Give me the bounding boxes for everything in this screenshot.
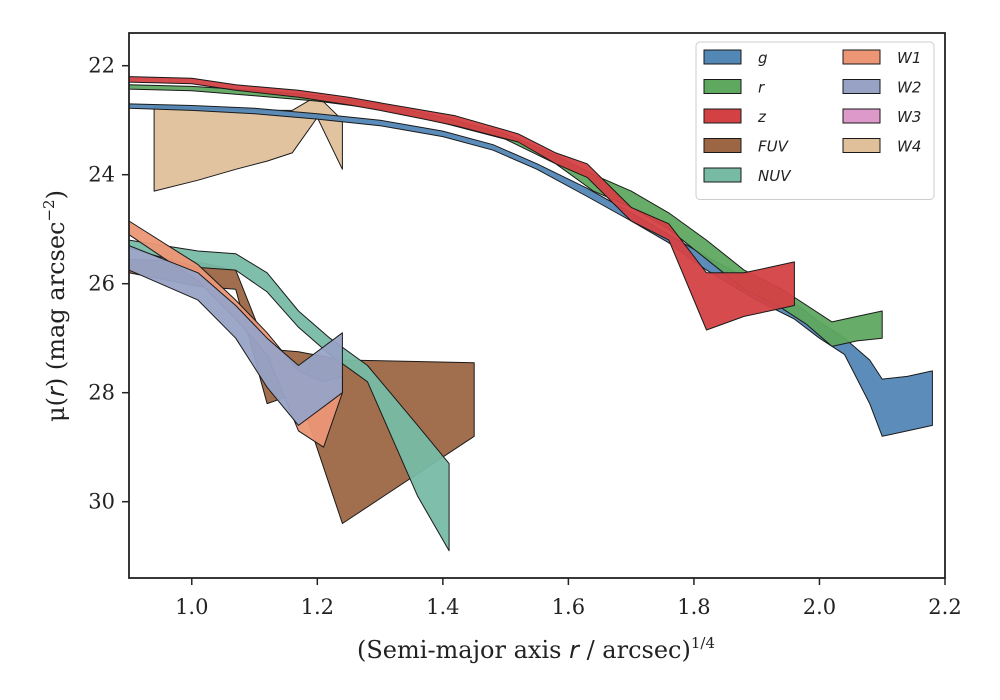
legend-label-r: r	[758, 79, 765, 97]
x-tick-label: 1.6	[552, 595, 585, 619]
x-tick-label: 1.8	[677, 595, 710, 619]
legend-swatch-w1	[842, 49, 881, 65]
legend-label-g: g	[758, 49, 768, 67]
band-z	[128, 76, 795, 331]
legend-label-fuv: FUV	[758, 138, 790, 156]
legend-label-z: z	[757, 108, 767, 126]
legend-label-nuv: NUV	[758, 167, 792, 185]
x-tick-label: 2.0	[803, 595, 836, 619]
legend: grz FUV NUV W1 W2 W3 W4	[695, 41, 935, 200]
legend-label-w3: W3	[897, 108, 921, 126]
band-nuv	[128, 239, 450, 552]
legend-swatch-nuv	[703, 167, 742, 183]
legend-swatch-w2	[842, 79, 881, 94]
x-tick-label: 1.2	[301, 595, 334, 619]
band-g	[128, 103, 933, 437]
x-axis: 1.0 1.2 1.4 1.6 1.8 2.0 2.2	[175, 578, 962, 619]
x-tick-label: 2.2	[928, 595, 961, 619]
legend-swatch-w3	[842, 108, 881, 124]
legend-swatch-fuv	[703, 138, 742, 153]
legend-swatch-r	[703, 79, 742, 94]
legend-label-w1: W1	[897, 49, 921, 67]
legend-swatch-z	[703, 108, 742, 124]
y-tick-label: 24	[88, 163, 115, 187]
y-tick-label: 30	[88, 490, 115, 514]
y-axis-label: μ(r) (mag arcsec−2)	[40, 190, 70, 422]
legend-label-w4: W4	[897, 138, 921, 156]
axes-frame	[128, 32, 946, 579]
y-tick-label: 22	[88, 54, 115, 78]
x-axis-label: (Semi-major axis r / arcsec)1/4	[357, 634, 715, 664]
band-w2	[128, 245, 343, 426]
y-tick-label: 26	[88, 272, 115, 296]
plot-area	[128, 76, 933, 552]
x-tick-label: 1.4	[426, 595, 459, 619]
legend-label-w2: W2	[897, 79, 921, 97]
legend-swatch-g	[703, 49, 742, 65]
y-axis: 22 24 26 28 30	[88, 54, 129, 514]
x-tick-label: 1.0	[175, 595, 208, 619]
y-tick-label: 28	[88, 381, 115, 405]
legend-swatch-w4	[842, 138, 881, 153]
